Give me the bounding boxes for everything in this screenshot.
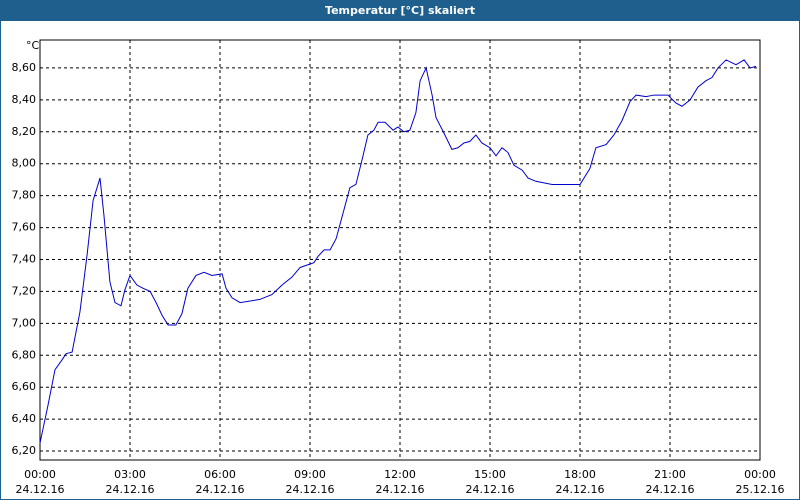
x-tick-date: 24.12.16 (376, 483, 425, 496)
y-tick-label: 6,40 (12, 412, 37, 425)
x-tick-label: 03:00 (114, 468, 146, 481)
x-tick-date: 24.12.16 (556, 483, 605, 496)
x-tick-date: 25.12.16 (736, 483, 785, 496)
x-tick-label: 12:00 (384, 468, 416, 481)
x-tick-date: 24.12.16 (646, 483, 695, 496)
y-tick-label: 7,80 (12, 189, 37, 202)
x-tick-date: 24.12.16 (196, 483, 245, 496)
data-line (39, 59, 757, 444)
y-tick-label: 7,00 (12, 316, 37, 329)
x-tick-date: 24.12.16 (16, 483, 65, 496)
y-tick-label: 8,40 (12, 93, 37, 106)
y-tick-label: 8,20 (12, 125, 37, 138)
x-tick-date: 24.12.16 (286, 483, 335, 496)
x-tick-label: 00:00 (24, 468, 56, 481)
y-unit: °C (26, 39, 40, 52)
x-tick-label: 15:00 (474, 468, 506, 481)
x-tick-label: 09:00 (294, 468, 326, 481)
y-tick-label: 7,40 (12, 252, 37, 265)
y-tick-label: 6,80 (12, 348, 37, 361)
chart-title: Temperatur [°C] skaliert (325, 4, 475, 17)
y-tick-label: 7,20 (12, 284, 37, 297)
title-bar (0, 0, 800, 21)
x-tick-date: 24.12.16 (466, 483, 515, 496)
x-tick-label: 18:00 (564, 468, 596, 481)
x-tick-label: 21:00 (654, 468, 686, 481)
x-tick-label: 06:00 (204, 468, 236, 481)
x-tick-date: 24.12.16 (106, 483, 155, 496)
y-tick-label: 6,20 (12, 444, 37, 457)
y-tick-label: 8,60 (12, 61, 37, 74)
y-tick-label: 6,60 (12, 380, 37, 393)
x-tick-label: 00:00 (744, 468, 776, 481)
y-tick-label: 8,00 (12, 157, 37, 170)
y-tick-label: 7,60 (12, 221, 37, 234)
